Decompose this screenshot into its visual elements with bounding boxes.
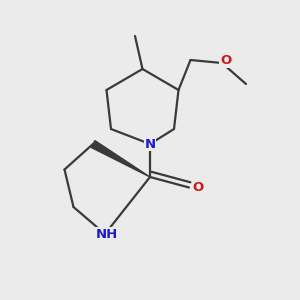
Text: O: O xyxy=(220,54,231,67)
Text: O: O xyxy=(192,181,204,194)
Text: NH: NH xyxy=(95,227,118,241)
Polygon shape xyxy=(91,141,150,177)
Text: N: N xyxy=(144,137,156,151)
